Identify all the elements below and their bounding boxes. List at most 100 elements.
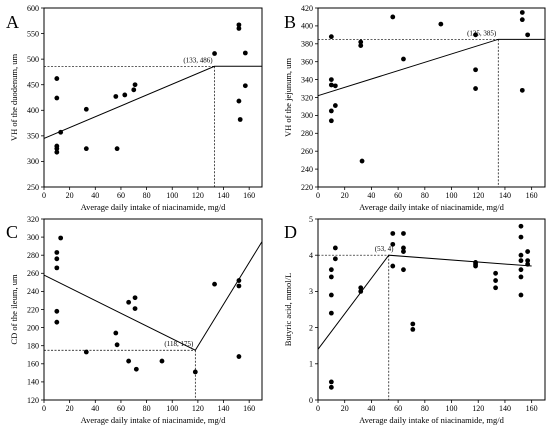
data-point <box>242 83 248 89</box>
data-point <box>237 117 243 122</box>
y-tick-label: 140 <box>27 378 39 387</box>
data-point <box>83 349 89 355</box>
data-point <box>328 274 334 280</box>
x-tick-label: 120 <box>472 404 484 413</box>
data-point <box>114 342 120 348</box>
data-point <box>236 354 242 359</box>
x-tick-label: 80 <box>143 191 151 200</box>
x-tick-label: 20 <box>341 404 349 413</box>
x-tick-label: 140 <box>499 404 511 413</box>
panel-label: A <box>6 12 19 32</box>
data-point <box>493 278 498 283</box>
data-point <box>438 21 444 27</box>
x-tick-label: 40 <box>91 404 99 413</box>
data-point <box>54 319 60 325</box>
x-tick-label: 60 <box>117 191 125 200</box>
data-point <box>113 94 119 99</box>
data-point <box>159 358 165 364</box>
x-tick-label: 160 <box>526 191 538 200</box>
x-axis-label: Average daily intake of niacinamide, mg/… <box>81 202 227 212</box>
y-tick-label: 450 <box>27 81 39 90</box>
data-point <box>473 67 478 73</box>
data-point <box>358 39 364 45</box>
x-tick-label: 0 <box>316 191 320 200</box>
y-tick-label: 0 <box>309 396 313 405</box>
data-point <box>122 92 128 98</box>
x-axis-label: Average daily intake of niacinamide, mg/… <box>359 415 505 425</box>
data-point <box>525 249 531 254</box>
plot-frame <box>317 218 546 401</box>
y-tick-label: 280 <box>27 251 39 260</box>
data-point <box>328 292 334 298</box>
data-point <box>518 267 524 273</box>
x-tick-label: 120 <box>192 404 204 413</box>
data-point <box>328 77 334 82</box>
data-point <box>525 261 531 267</box>
data-point <box>131 87 137 93</box>
data-point <box>54 149 60 155</box>
x-tick-label: 20 <box>66 404 74 413</box>
y-tick-label: 320 <box>27 215 39 224</box>
y-tick-label: 400 <box>27 106 39 115</box>
x-tick-label: 20 <box>341 191 349 200</box>
breakpoint-annotation: (135, 385) <box>467 29 497 37</box>
plot-frame <box>317 7 546 188</box>
x-tick-label: 160 <box>526 404 538 413</box>
y-tick-label: 220 <box>301 183 313 192</box>
breakpoint-annotation: (133, 486) <box>183 56 213 64</box>
y-tick-label: 160 <box>27 360 39 369</box>
data-point <box>518 223 524 229</box>
y-tick-label: 260 <box>27 269 39 278</box>
data-point <box>192 369 198 375</box>
data-point <box>328 34 334 40</box>
data-point <box>359 158 365 164</box>
data-point <box>54 76 60 81</box>
data-point <box>332 245 338 251</box>
y-axis-label: VH of the jejunum, um <box>283 58 293 137</box>
data-point <box>54 95 60 101</box>
data-point <box>401 231 406 236</box>
data-point <box>519 87 525 93</box>
x-tick-label: 40 <box>367 191 375 200</box>
panel-label: C <box>6 222 18 242</box>
panel-label: B <box>284 12 296 32</box>
data-point <box>518 234 524 240</box>
data-point <box>132 306 138 311</box>
data-point <box>410 327 416 332</box>
data-point <box>518 292 524 298</box>
fit-line <box>317 38 545 97</box>
data-point <box>236 22 242 28</box>
y-tick-label: 240 <box>27 287 39 296</box>
y-tick-label: 3 <box>309 287 313 296</box>
breakpoint-annotation: (118, 175) <box>164 340 194 348</box>
data-point <box>525 32 531 38</box>
data-point <box>525 258 531 264</box>
data-point <box>401 267 406 273</box>
y-tick-label: 360 <box>301 58 313 67</box>
y-tick-label: 4 <box>309 251 313 260</box>
data-point <box>493 285 498 291</box>
x-tick-label: 100 <box>446 404 458 413</box>
y-tick-label: 300 <box>301 111 313 120</box>
data-point <box>328 267 334 273</box>
y-tick-label: 250 <box>27 183 39 192</box>
x-axis-label: Average daily intake of niacinamide, mg/… <box>359 202 505 212</box>
data-point <box>54 250 60 255</box>
y-tick-label: 500 <box>27 55 39 64</box>
data-point <box>332 103 338 108</box>
data-point <box>519 17 525 23</box>
y-tick-label: 300 <box>27 157 39 166</box>
y-tick-label: 600 <box>27 4 39 13</box>
x-tick-label: 40 <box>91 191 99 200</box>
data-point <box>358 289 364 294</box>
data-point <box>518 274 524 280</box>
data-point <box>133 366 139 372</box>
fit-line <box>317 254 532 350</box>
data-point <box>58 235 64 241</box>
x-tick-label: 160 <box>243 191 255 200</box>
fit-line <box>43 241 263 351</box>
data-point <box>132 82 138 88</box>
chart-panel-b: 0 20 40 60 80 100 120 140 160 220 240 260 280 300 320 3… <box>283 4 546 212</box>
data-point <box>390 263 396 269</box>
data-point <box>390 231 396 236</box>
